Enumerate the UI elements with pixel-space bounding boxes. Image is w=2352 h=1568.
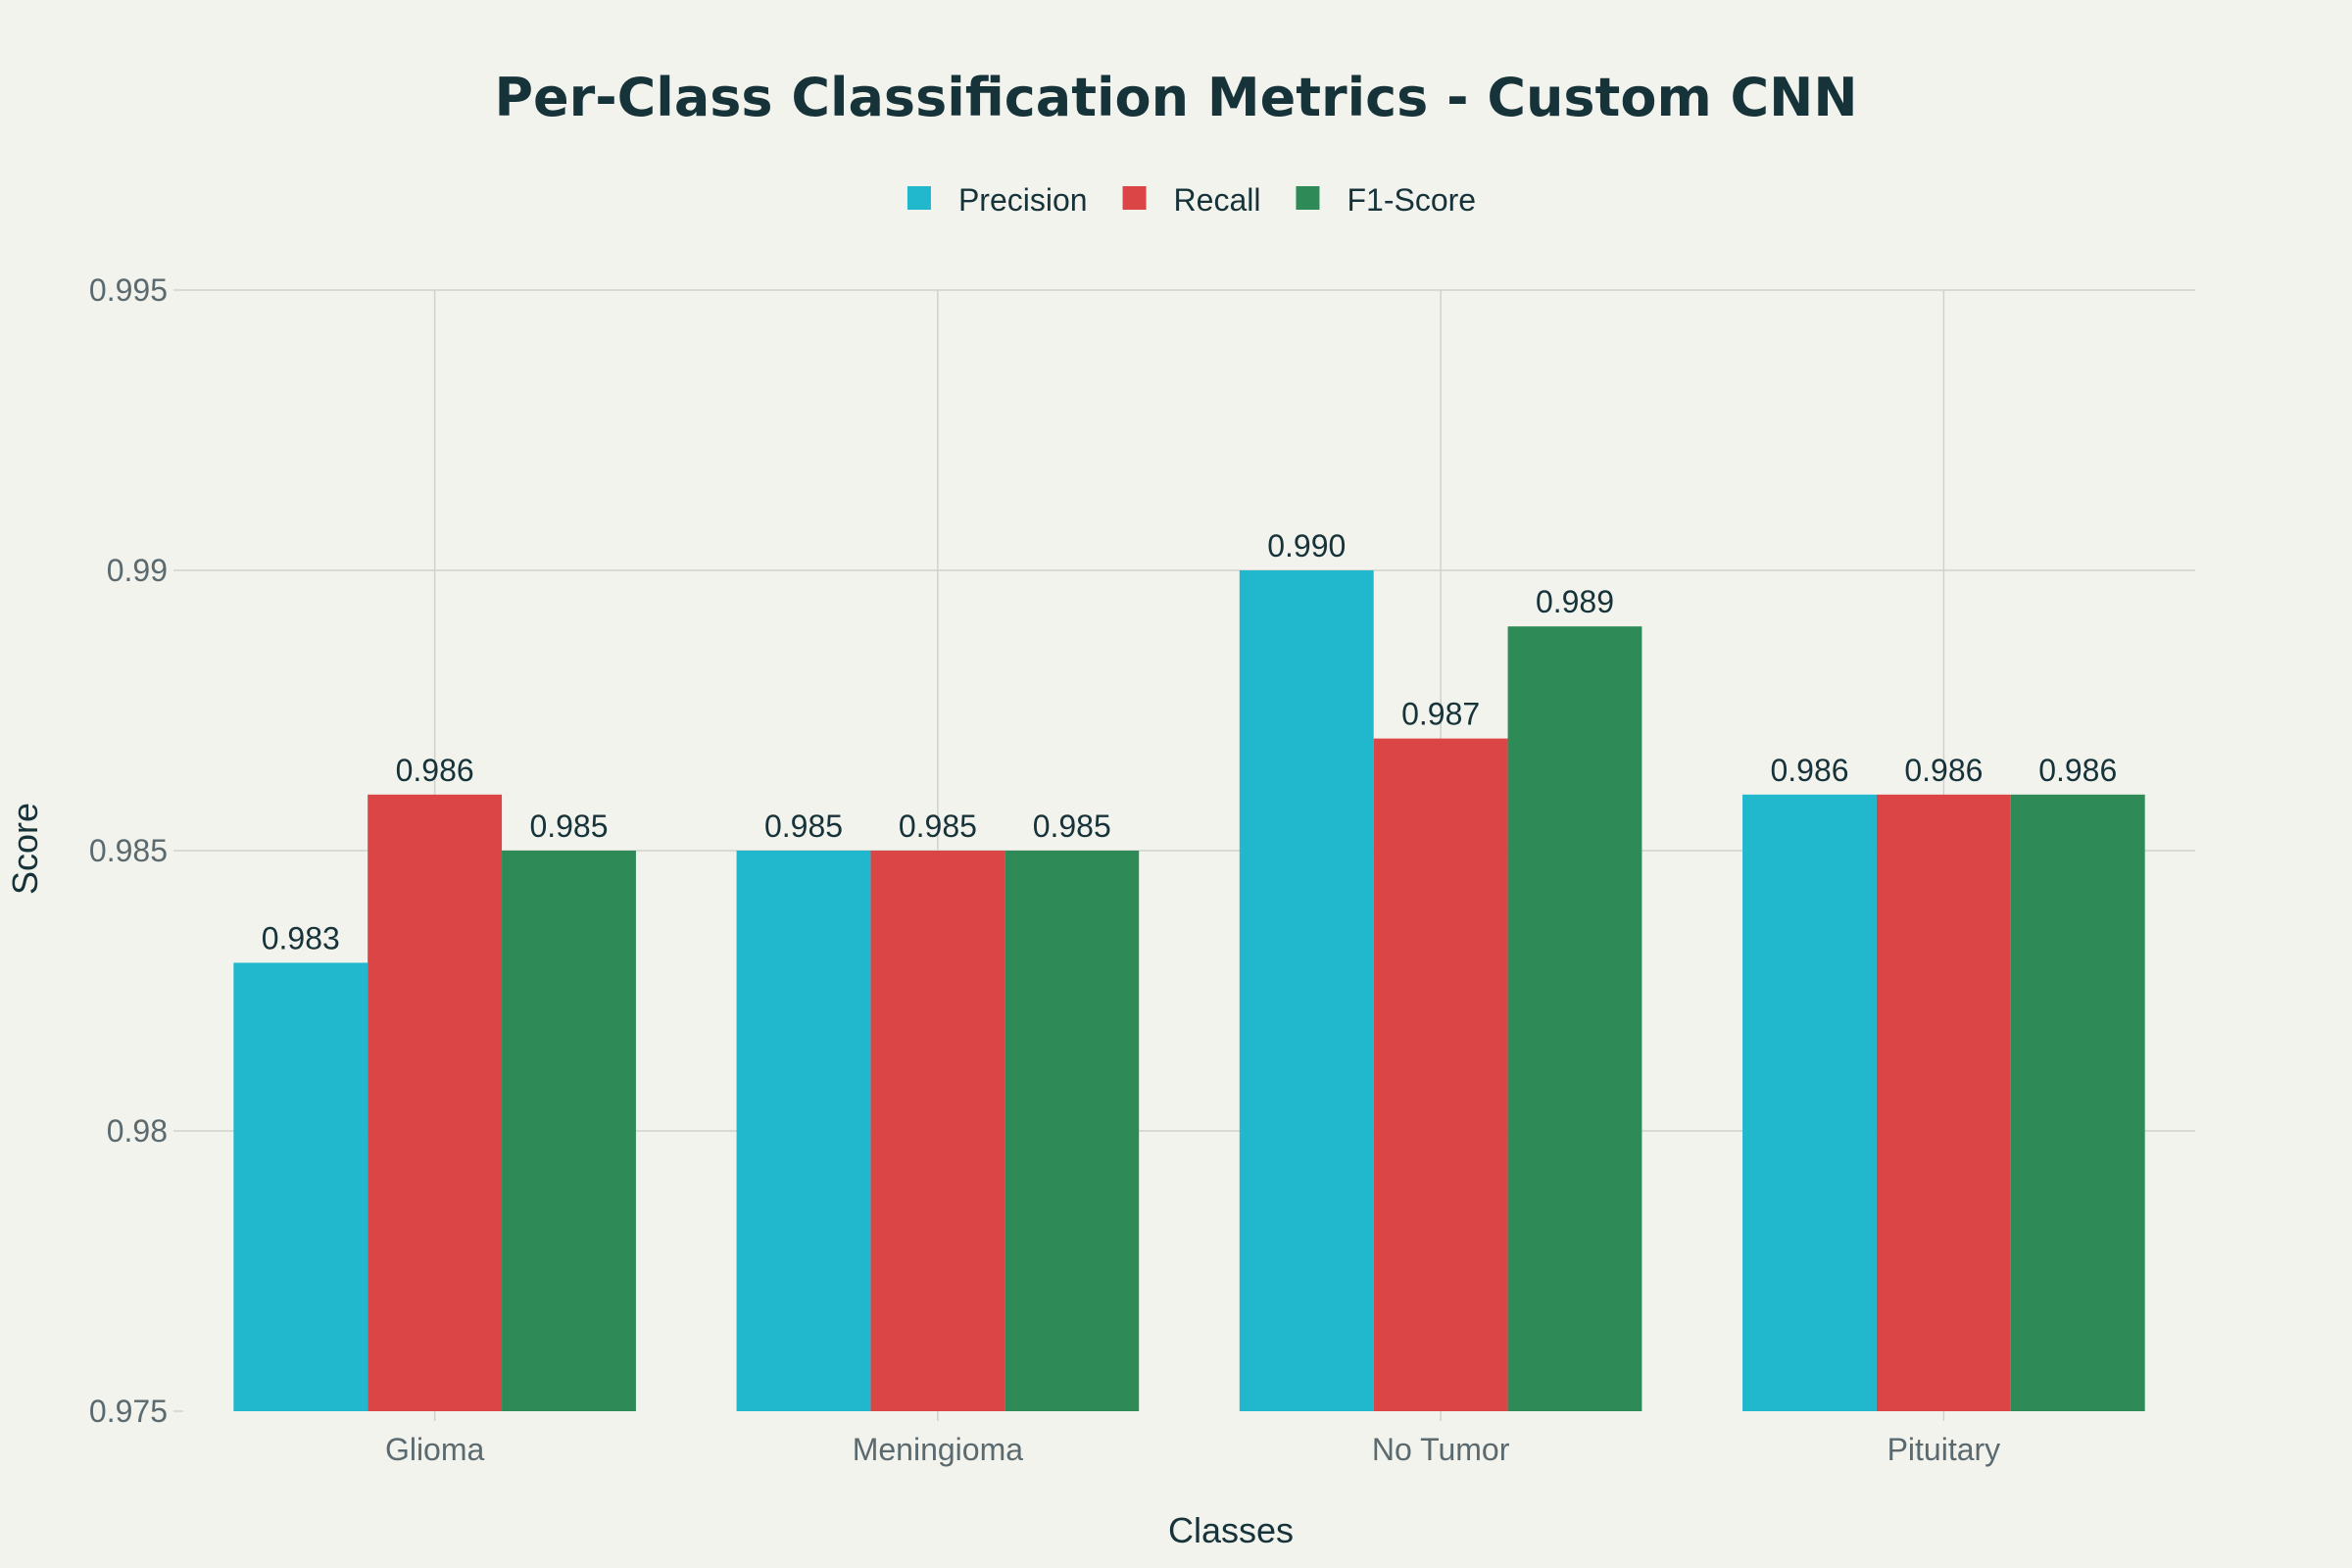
legend-item: Precision bbox=[906, 182, 1088, 218]
bar bbox=[502, 851, 636, 1411]
bar-value-label: 0.986 bbox=[2038, 753, 2117, 788]
legend-label: Recall bbox=[1174, 182, 1261, 218]
bar-value-label: 0.985 bbox=[764, 808, 843, 844]
y-tick-label: 0.975 bbox=[89, 1394, 168, 1429]
bar bbox=[2010, 794, 2145, 1411]
bar bbox=[368, 794, 503, 1411]
bar bbox=[1742, 794, 1877, 1411]
bar-value-label: 0.989 bbox=[1536, 584, 1614, 619]
bar-value-label: 0.985 bbox=[899, 808, 977, 844]
x-tick-label: No Tumor bbox=[1372, 1432, 1510, 1467]
x-tick-label: Glioma bbox=[385, 1432, 485, 1467]
legend-item: F1-Score bbox=[1296, 182, 1476, 218]
bar bbox=[1239, 570, 1374, 1411]
legend: Precision Recall F1-Score bbox=[906, 182, 1476, 218]
y-axis-label: Score bbox=[5, 803, 45, 895]
bar bbox=[1507, 626, 1642, 1411]
y-tick-label: 0.98 bbox=[107, 1113, 168, 1149]
y-tick-label: 0.995 bbox=[89, 272, 168, 308]
bar bbox=[870, 851, 1005, 1411]
bar-value-label: 0.986 bbox=[1904, 753, 1983, 788]
bars bbox=[233, 570, 2145, 1411]
legend-swatch bbox=[1122, 186, 1147, 210]
bar-value-label: 0.986 bbox=[1770, 753, 1848, 788]
bar-value-label: 0.983 bbox=[262, 920, 340, 956]
data-labels: 0.983 0.985 0.990 0.986 0.986 0.985 0.987 0.986… bbox=[262, 528, 2118, 956]
x-axis: Glioma Meningioma No Tumor Pituitary bbox=[385, 1411, 2000, 1467]
x-tick-label: Meningioma bbox=[853, 1432, 1024, 1467]
y-tick-label: 0.99 bbox=[107, 553, 168, 588]
legend-item: Recall bbox=[1122, 182, 1261, 218]
bar bbox=[1373, 738, 1508, 1411]
bar bbox=[736, 851, 871, 1411]
legend-swatch bbox=[906, 186, 931, 210]
bar bbox=[1876, 794, 2011, 1411]
bar-value-label: 0.987 bbox=[1401, 697, 1480, 732]
x-axis-label: Classes bbox=[1168, 1510, 1294, 1550]
legend-swatch bbox=[1296, 186, 1320, 210]
bar-value-label: 0.985 bbox=[529, 808, 608, 844]
bar-value-label: 0.986 bbox=[396, 753, 474, 788]
legend-label: Precision bbox=[958, 182, 1088, 218]
y-axis: 0.975 0.98 0.985 0.99 0.995 bbox=[89, 272, 183, 1429]
bar bbox=[233, 962, 368, 1411]
bar bbox=[1004, 851, 1140, 1411]
x-tick-label: Pituitary bbox=[1887, 1432, 2001, 1467]
y-tick-label: 0.985 bbox=[89, 833, 168, 868]
legend-label: F1-Score bbox=[1347, 182, 1476, 218]
chart-title: Per-Class Classification Metrics - Custo… bbox=[494, 67, 1857, 128]
bar-value-label: 0.985 bbox=[1033, 808, 1111, 844]
bar-value-label: 0.990 bbox=[1267, 528, 1346, 564]
